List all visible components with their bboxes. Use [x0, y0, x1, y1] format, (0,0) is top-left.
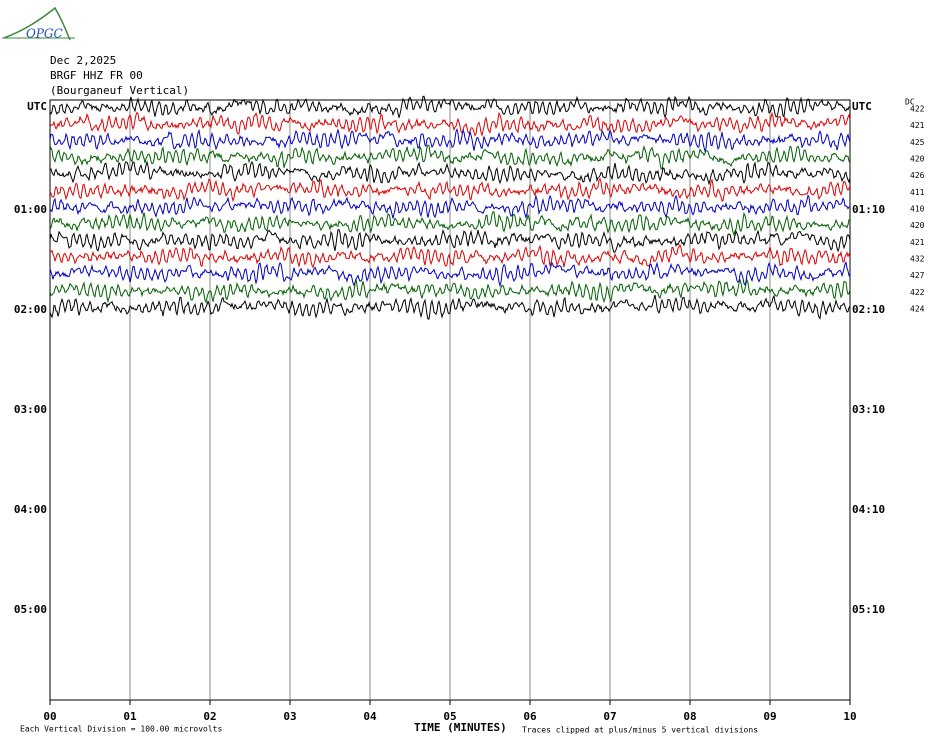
- dc-value: 420: [910, 221, 925, 230]
- x-tick-label: 09: [763, 710, 776, 723]
- trace: [49, 160, 851, 186]
- x-tick-label: 02: [203, 710, 216, 723]
- trace: [49, 111, 851, 137]
- dc-value: 420: [910, 155, 925, 164]
- dc-value: 421: [910, 121, 925, 130]
- logo: OPGC: [26, 27, 63, 41]
- footer-clip: Traces clipped at plus/minus 5 vertical …: [522, 726, 758, 735]
- header-station: BRGF HHZ FR 00: [50, 69, 143, 82]
- left-time-label: 04:00: [14, 503, 47, 516]
- trace: [49, 228, 851, 253]
- dc-value: 432: [910, 255, 925, 264]
- right-time-label: 05:10: [852, 603, 885, 616]
- header-date: Dec 2,2025: [50, 54, 116, 67]
- dc-value: 410: [910, 205, 925, 214]
- left-time-label: 05:00: [14, 603, 47, 616]
- trace: [49, 177, 851, 203]
- trace: [49, 211, 851, 237]
- footer-scale: Each Vertical Division = 100.00 microvol…: [20, 725, 222, 734]
- dc-value: 427: [910, 271, 925, 280]
- x-tick-label: 07: [603, 710, 616, 723]
- trace: [49, 261, 851, 288]
- left-time-label: 01:00: [14, 203, 47, 216]
- dc-value: 421: [910, 238, 925, 247]
- trace: [49, 243, 851, 269]
- header-location: (Bourganeuf Vertical): [50, 84, 189, 97]
- trace: [49, 194, 851, 220]
- right-time-label: 04:10: [852, 503, 885, 516]
- x-tick-label: 04: [363, 710, 377, 723]
- left-time-label: UTC: [27, 100, 47, 113]
- x-tick-label: 03: [283, 710, 296, 723]
- right-time-label: 01:10: [852, 203, 885, 216]
- trace: [49, 294, 851, 320]
- dc-value: 424: [910, 305, 925, 314]
- dc-value: 425: [910, 138, 925, 147]
- trace: [49, 144, 851, 170]
- right-time-label: 02:10: [852, 303, 885, 316]
- left-time-label: 03:00: [14, 403, 47, 416]
- trace: [49, 278, 851, 304]
- x-tick-label: 05: [443, 710, 456, 723]
- x-tick-label: 06: [523, 710, 537, 723]
- x-tick-label: 08: [683, 710, 696, 723]
- dc-value: 426: [910, 171, 925, 180]
- dc-value: 411: [910, 188, 925, 197]
- dc-header: DC: [905, 98, 915, 107]
- left-time-label: 02:00: [14, 303, 47, 316]
- trace: [49, 127, 851, 153]
- right-time-label: UTC: [852, 100, 872, 113]
- x-tick-label: 00: [43, 710, 56, 723]
- dc-value: 422: [910, 105, 925, 114]
- logo-mark: [3, 6, 71, 41]
- x-tick-label: 01: [123, 710, 137, 723]
- dc-value: 422: [910, 288, 925, 297]
- x-tick-label: 10: [843, 710, 856, 723]
- trace: [49, 95, 851, 119]
- right-time-label: 03:10: [852, 403, 885, 416]
- x-axis-label: TIME (MINUTES): [414, 721, 507, 734]
